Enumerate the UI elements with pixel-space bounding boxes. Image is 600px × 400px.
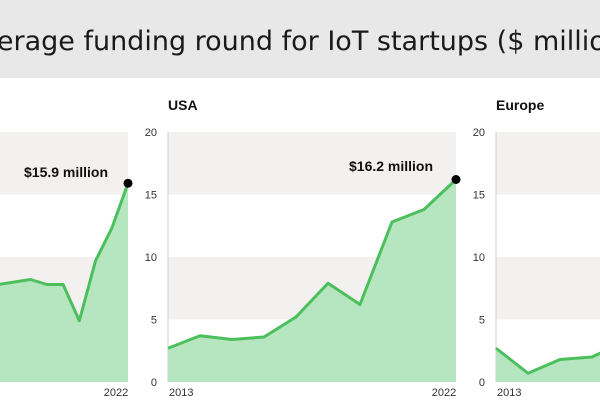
panel-global: $15.9 million 2022: [0, 132, 133, 399]
series-line: [495, 347, 600, 375]
callout-label: $16.2 million: [349, 158, 433, 174]
y-tick-label: 0: [151, 377, 157, 389]
x-tick-label: 2013: [169, 387, 193, 399]
y-tick-label: 5: [151, 315, 157, 327]
panel-usa: $16.2 million 0 5 10 15 20 2013 2022 USA: [145, 97, 461, 399]
series-line: [0, 182, 130, 323]
y-tick-label: 15: [145, 190, 157, 202]
area-fill: [168, 179, 456, 382]
x-tick-label: 2022: [104, 387, 128, 399]
y-tick-label: 10: [473, 252, 485, 264]
panel-title: USA: [168, 97, 198, 113]
grid-band: [168, 132, 456, 195]
grid-band: [496, 132, 600, 195]
x-tick-label: 2013: [497, 387, 521, 399]
area-fill: [0, 183, 128, 382]
y-tick-label: 10: [145, 252, 157, 264]
callout-label: $15.9 million: [24, 164, 108, 180]
grid-band: [496, 257, 600, 320]
y-tick-label: 20: [145, 127, 157, 139]
title-bar: Average funding round for IoT startups (…: [0, 0, 600, 78]
y-tick-label: 20: [473, 127, 485, 139]
x-tick-label: 2022: [432, 387, 456, 399]
y-tick-label: 15: [473, 190, 485, 202]
grid-band: [496, 194, 600, 257]
endpoint-dot: [123, 178, 133, 188]
y-tick-label: 5: [479, 315, 485, 327]
grid-band: [0, 132, 128, 195]
panel-europe: 0 5 10 15 20 2013 Europe: [473, 97, 600, 399]
endpoint-dot: [451, 175, 461, 184]
panel-title: Europe: [496, 97, 544, 113]
chart-title: Average funding round for IoT startups (…: [0, 26, 600, 57]
y-tick-label: 0: [479, 377, 485, 389]
series-line: [167, 178, 458, 350]
